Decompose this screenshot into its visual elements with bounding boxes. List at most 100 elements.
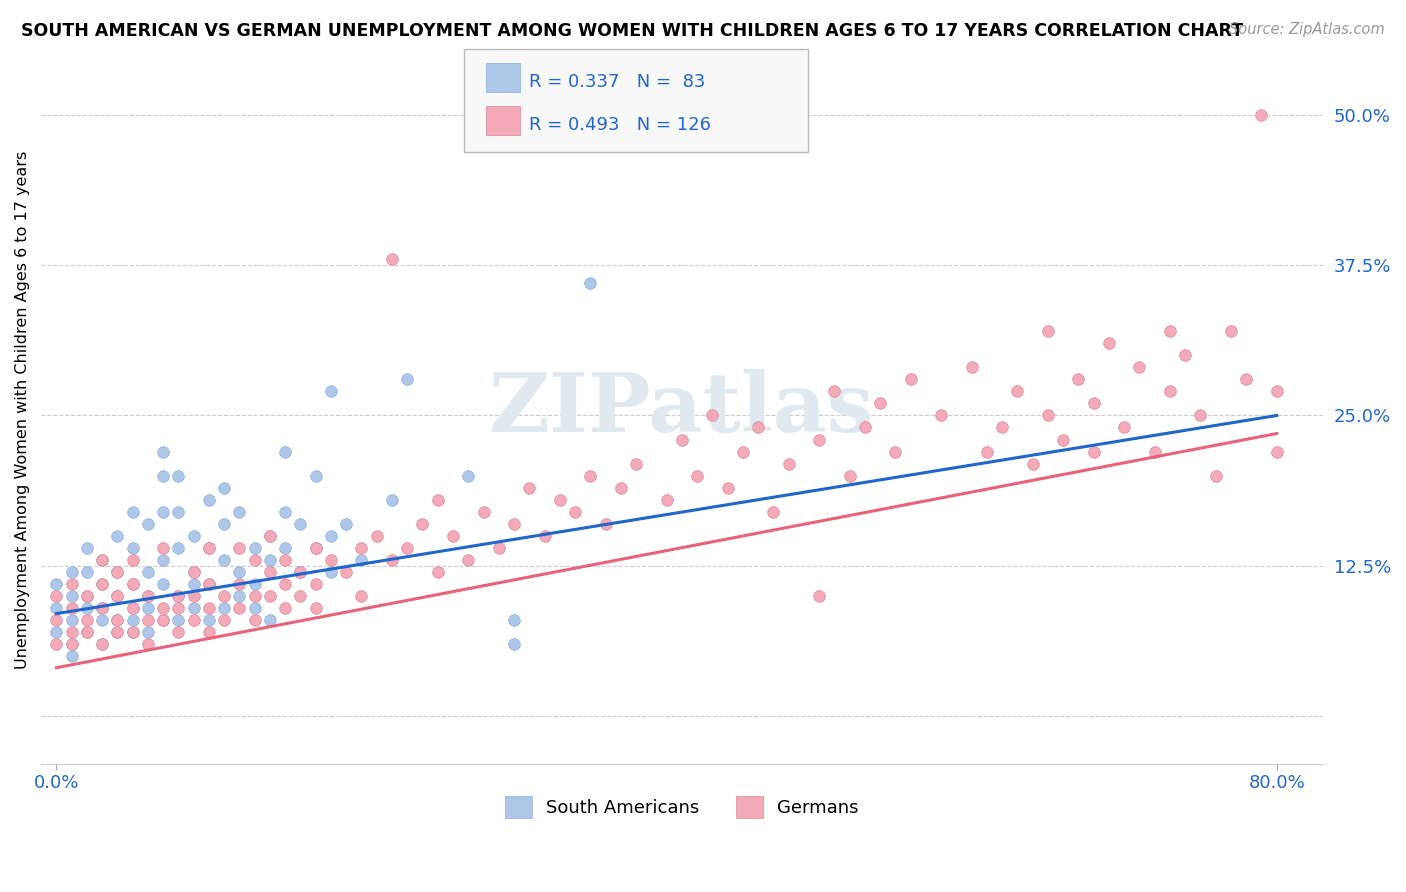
Point <box>595 516 617 531</box>
Point <box>305 600 328 615</box>
Point <box>243 613 266 627</box>
Point <box>183 565 205 579</box>
Point <box>1159 325 1181 339</box>
Point <box>60 565 83 579</box>
Point <box>472 505 495 519</box>
Point <box>853 420 876 434</box>
Point <box>655 492 678 507</box>
Point <box>884 444 907 458</box>
Point <box>91 552 114 566</box>
Point <box>183 565 205 579</box>
Point <box>105 565 128 579</box>
Point <box>105 613 128 627</box>
Point <box>1052 433 1074 447</box>
Point <box>228 565 250 579</box>
Point <box>60 576 83 591</box>
Point <box>76 613 98 627</box>
Text: SOUTH AMERICAN VS GERMAN UNEMPLOYMENT AMONG WOMEN WITH CHILDREN AGES 6 TO 17 YEA: SOUTH AMERICAN VS GERMAN UNEMPLOYMENT AM… <box>21 22 1243 40</box>
Point <box>702 409 724 423</box>
Point <box>1159 384 1181 399</box>
Point <box>121 624 143 639</box>
Point <box>228 600 250 615</box>
Legend: South Americans, Germans: South Americans, Germans <box>498 789 866 826</box>
Point <box>183 528 205 542</box>
Point <box>457 552 479 566</box>
Point <box>533 528 555 542</box>
Point <box>243 552 266 566</box>
Point <box>411 516 433 531</box>
Point <box>152 613 174 627</box>
Point <box>136 589 159 603</box>
Point <box>1220 325 1243 339</box>
Point <box>76 541 98 555</box>
Point <box>259 565 281 579</box>
Point <box>1036 325 1059 339</box>
Point <box>259 552 281 566</box>
Point <box>167 624 190 639</box>
Point <box>136 600 159 615</box>
Point <box>1021 457 1043 471</box>
Point <box>228 589 250 603</box>
Point <box>290 565 312 579</box>
Point <box>136 516 159 531</box>
Point <box>152 444 174 458</box>
Point <box>136 637 159 651</box>
Point <box>381 552 404 566</box>
Point <box>1067 372 1090 386</box>
Point <box>212 600 235 615</box>
Point <box>60 600 83 615</box>
Point <box>121 600 143 615</box>
Point <box>91 576 114 591</box>
Point <box>1265 384 1288 399</box>
Point <box>167 505 190 519</box>
Point <box>152 613 174 627</box>
Point <box>60 589 83 603</box>
Point <box>381 252 404 267</box>
Point <box>762 505 785 519</box>
Point <box>45 589 67 603</box>
Point <box>45 600 67 615</box>
Point <box>105 528 128 542</box>
Point <box>136 565 159 579</box>
Point <box>259 528 281 542</box>
Point <box>198 576 221 591</box>
Point <box>869 396 891 410</box>
Point <box>212 516 235 531</box>
Point <box>319 384 342 399</box>
Point <box>198 613 221 627</box>
Point <box>121 576 143 591</box>
Point <box>198 576 221 591</box>
Point <box>274 444 297 458</box>
Point <box>335 516 357 531</box>
Point <box>1114 420 1136 434</box>
Point <box>564 505 586 519</box>
Point <box>121 541 143 555</box>
Point <box>823 384 845 399</box>
Point <box>198 600 221 615</box>
Point <box>1205 468 1227 483</box>
Point <box>259 528 281 542</box>
Point <box>152 552 174 566</box>
Point <box>976 444 998 458</box>
Y-axis label: Unemployment Among Women with Children Ages 6 to 17 years: Unemployment Among Women with Children A… <box>15 151 30 669</box>
Text: Source: ZipAtlas.com: Source: ZipAtlas.com <box>1229 22 1385 37</box>
Point <box>243 576 266 591</box>
Point <box>198 541 221 555</box>
Text: ZIPatlas: ZIPatlas <box>489 369 875 450</box>
Point <box>396 372 419 386</box>
Point <box>671 433 693 447</box>
Point <box>1265 444 1288 458</box>
Point <box>350 541 373 555</box>
Point <box>305 468 328 483</box>
Point <box>305 576 328 591</box>
Point <box>381 492 404 507</box>
Point <box>274 552 297 566</box>
Point <box>198 624 221 639</box>
Point <box>960 360 983 375</box>
Point <box>76 624 98 639</box>
Point <box>136 589 159 603</box>
Point <box>121 576 143 591</box>
Point <box>426 565 449 579</box>
Point <box>105 624 128 639</box>
Point <box>76 589 98 603</box>
